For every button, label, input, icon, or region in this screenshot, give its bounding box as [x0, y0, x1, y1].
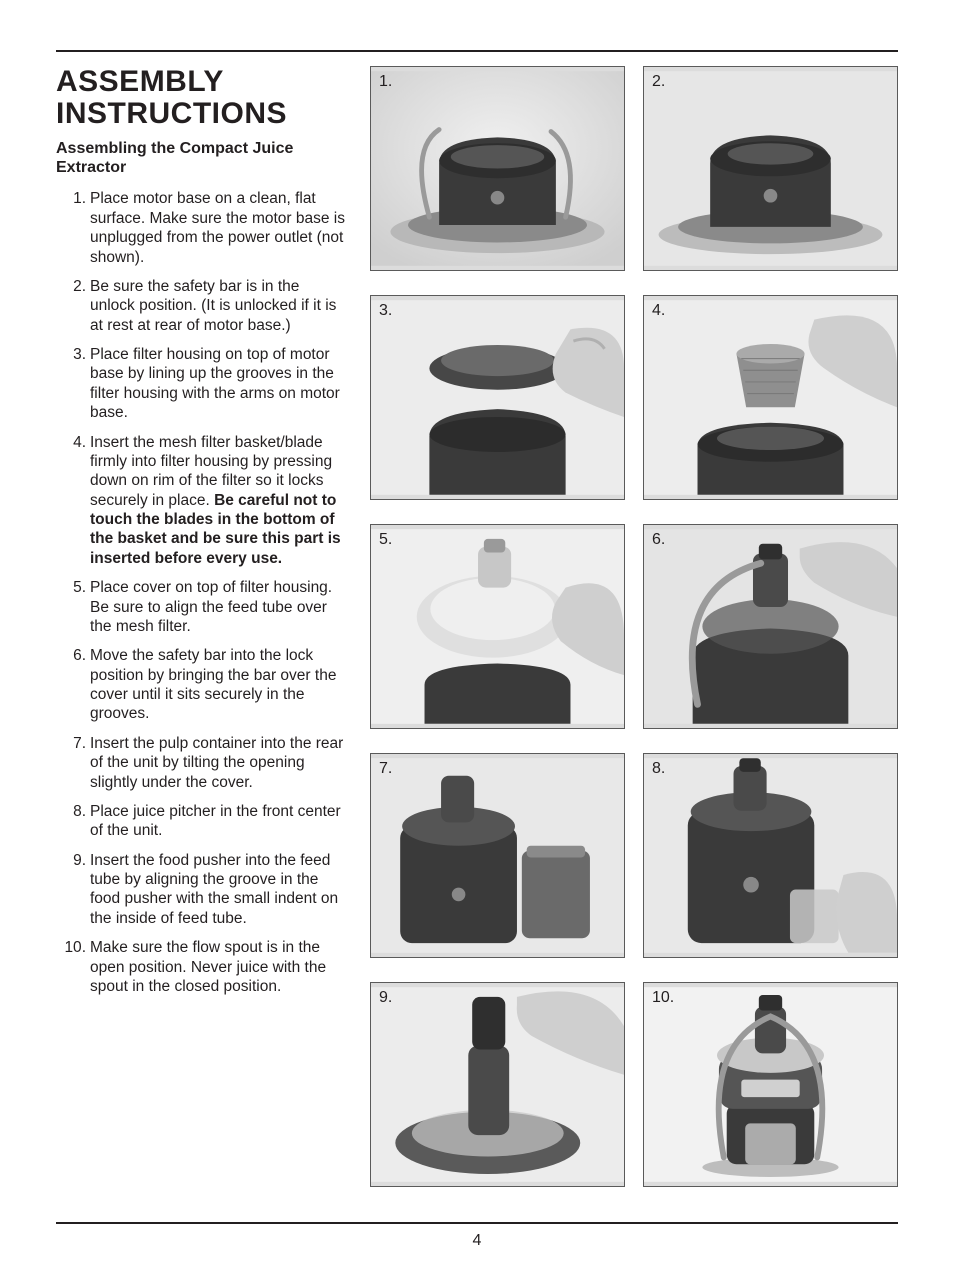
- figure-3-label: 3.: [379, 302, 392, 320]
- step-7-text: Insert the pulp container into the rear …: [90, 735, 343, 791]
- step-8: Place juice pitcher in the front center …: [56, 802, 346, 841]
- step-1: Place motor base on a clean, flat surfac…: [56, 189, 346, 267]
- figure-1: 1.: [370, 66, 625, 271]
- figure-7-illustration: [371, 754, 624, 957]
- figure-5-label: 5.: [379, 531, 392, 549]
- figure-4-label: 4.: [652, 302, 665, 320]
- step-5: Place cover on top of filter housing. Be…: [56, 578, 346, 636]
- figure-7: 7.: [370, 753, 625, 958]
- figure-2: 2.: [643, 66, 898, 271]
- step-10: Make sure the flow spout is in the open …: [56, 938, 346, 996]
- figure-5: 5.: [370, 524, 625, 729]
- page-title: ASSEMBLY INSTRUCTIONS: [56, 66, 346, 129]
- figure-8-illustration: [644, 754, 897, 957]
- step-2-text: Be sure the safety bar is in the unlock …: [90, 278, 336, 334]
- figure-6-label: 6.: [652, 531, 665, 549]
- figure-6: 6.: [643, 524, 898, 729]
- figure-9-label: 9.: [379, 989, 392, 1007]
- bottom-rule: [56, 1222, 898, 1224]
- figure-4-illustration: [644, 296, 897, 499]
- step-5-text: Place cover on top of filter housing. Be…: [90, 579, 332, 635]
- step-3: Place filter housing on top of motor bas…: [56, 345, 346, 423]
- step-6: Move the safety bar into the lock positi…: [56, 646, 346, 724]
- top-rule: [56, 50, 898, 52]
- step-10-text: Make sure the flow spout is in the open …: [90, 939, 326, 995]
- step-7: Insert the pulp container into the rear …: [56, 734, 346, 792]
- content-columns: ASSEMBLY INSTRUCTIONS Assembling the Com…: [56, 66, 898, 1187]
- figure-1-illustration: [371, 67, 624, 270]
- step-8-text: Place juice pitcher in the front center …: [90, 803, 341, 839]
- step-3-text: Place filter housing on top of motor bas…: [90, 346, 340, 421]
- figure-10: 10.: [643, 982, 898, 1187]
- figure-6-illustration: [644, 525, 897, 728]
- assembly-steps-list: Place motor base on a clean, flat surfac…: [56, 189, 346, 996]
- text-column: ASSEMBLY INSTRUCTIONS Assembling the Com…: [56, 66, 346, 1187]
- figure-3: 3.: [370, 295, 625, 500]
- step-9: Insert the food pusher into the feed tub…: [56, 851, 346, 929]
- step-9-text: Insert the food pusher into the feed tub…: [90, 852, 338, 927]
- figure-10-illustration: [644, 983, 897, 1186]
- step-1-text: Place motor base on a clean, flat surfac…: [90, 190, 345, 265]
- step-4: Insert the mesh filter basket/blade firm…: [56, 433, 346, 569]
- figure-7-label: 7.: [379, 760, 392, 778]
- section-subtitle: Assembling the Compact Juice Extractor: [56, 139, 346, 177]
- figure-10-label: 10.: [652, 989, 674, 1007]
- figure-8: 8.: [643, 753, 898, 958]
- step-6-text: Move the safety bar into the lock positi…: [90, 647, 336, 722]
- figure-9-illustration: [371, 983, 624, 1186]
- figure-1-label: 1.: [379, 73, 392, 91]
- figure-4: 4.: [643, 295, 898, 500]
- figure-8-label: 8.: [652, 760, 665, 778]
- figures-grid: 1.: [370, 66, 898, 1187]
- step-2: Be sure the safety bar is in the unlock …: [56, 277, 346, 335]
- figure-3-illustration: [371, 296, 624, 499]
- figure-9: 9.: [370, 982, 625, 1187]
- figure-5-illustration: [371, 525, 624, 728]
- page-number: 4: [0, 1232, 954, 1250]
- figure-2-illustration: [644, 67, 897, 270]
- figure-2-label: 2.: [652, 73, 665, 91]
